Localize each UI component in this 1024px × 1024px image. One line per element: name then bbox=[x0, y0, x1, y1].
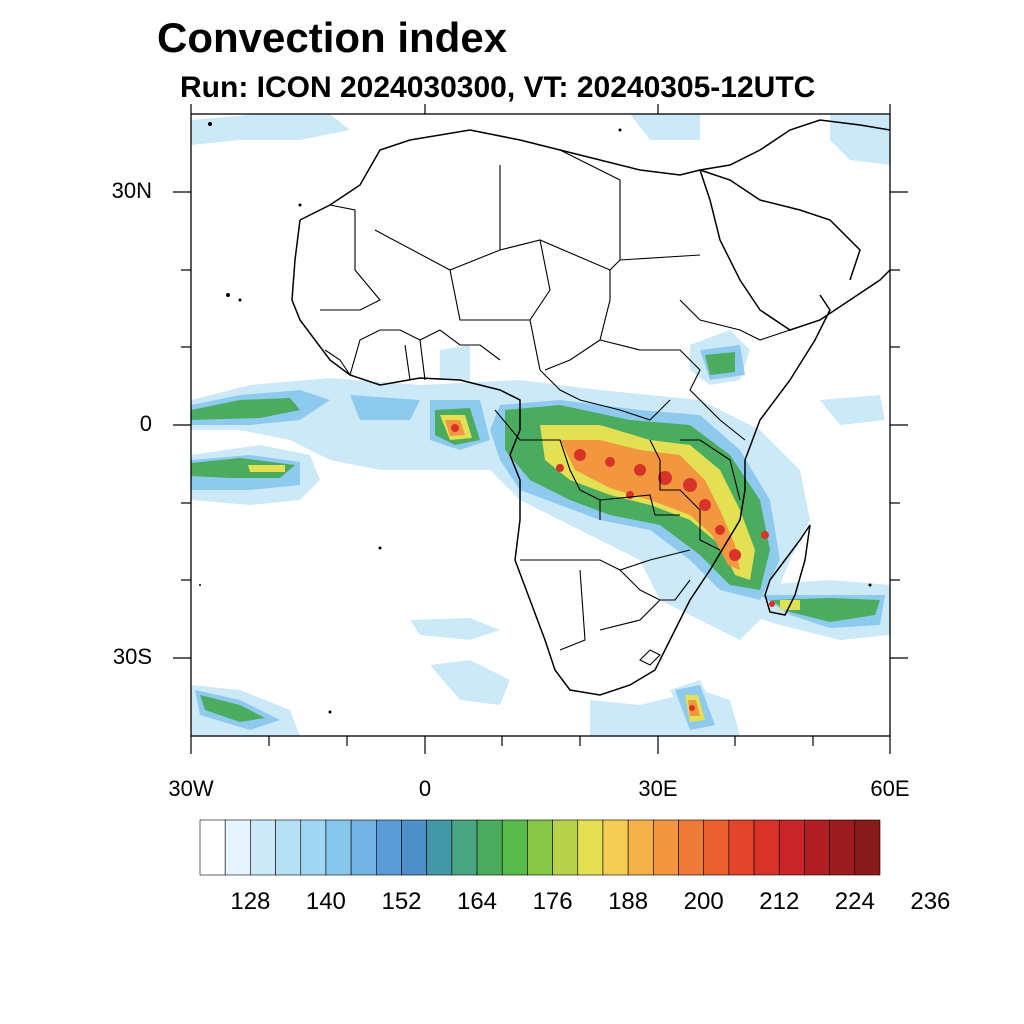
colorbar-swatch bbox=[275, 819, 302, 876]
x-tick-label-0: 0 bbox=[418, 776, 432, 801]
colorbar-swatch bbox=[300, 819, 327, 876]
colorbar-swatch bbox=[678, 819, 705, 876]
colorbar-swatch bbox=[426, 819, 453, 876]
colorbar-swatch bbox=[250, 819, 276, 876]
colorbar bbox=[199, 819, 881, 876]
colorbar-swatch bbox=[224, 819, 251, 876]
colorbar-tick-label: 188 bbox=[608, 888, 649, 915]
colorbar-swatch bbox=[552, 819, 579, 876]
colorbar-swatch bbox=[703, 819, 730, 876]
colorbar-swatch bbox=[501, 819, 528, 876]
colorbar-swatch bbox=[527, 819, 553, 876]
page-title: Convection index bbox=[157, 14, 508, 61]
x-tick-label-30e: 30E bbox=[638, 776, 678, 801]
colorbar-tick-label: 212 bbox=[759, 888, 800, 915]
x-tick-label-60e: 60E bbox=[870, 776, 910, 801]
colorbar-swatch bbox=[627, 819, 654, 876]
convection-field bbox=[191, 114, 890, 736]
colorbar-swatch bbox=[778, 819, 805, 876]
colorbar-swatch bbox=[577, 819, 604, 876]
colorbar-swatch bbox=[325, 819, 352, 876]
colorbar-tick-label: 164 bbox=[456, 888, 498, 915]
colorbar-swatch bbox=[199, 819, 226, 876]
small-islands bbox=[199, 122, 872, 714]
colorbar-tick-label: 200 bbox=[683, 888, 724, 915]
y-tick-label-30s: 30S bbox=[112, 644, 152, 669]
colorbar-swatch bbox=[451, 819, 478, 876]
colorbar-tick-label: 140 bbox=[305, 888, 346, 915]
colorbar-swatch bbox=[350, 819, 377, 876]
colorbar-swatch bbox=[401, 819, 427, 876]
axis-ticks bbox=[173, 104, 908, 754]
colorbar-swatch bbox=[653, 819, 679, 876]
y-tick-label-0: 0 bbox=[139, 411, 152, 436]
colorbar-swatch bbox=[753, 819, 780, 876]
country-borders bbox=[320, 149, 791, 666]
colorbar-tick-label: 176 bbox=[532, 888, 573, 915]
colorbar-swatch bbox=[854, 819, 881, 876]
colorbar-tick-label: 236 bbox=[910, 888, 951, 915]
colorbar-tick-label: 128 bbox=[230, 888, 271, 915]
colorbar-swatch bbox=[804, 819, 830, 876]
colorbar-tick-label: 224 bbox=[834, 888, 875, 915]
page-subtitle: Run: ICON 2024030300, VT: 20240305-12UTC bbox=[180, 71, 816, 104]
x-tick-label-30w: 30W bbox=[168, 776, 214, 801]
colorbar-swatch bbox=[476, 819, 503, 876]
colorbar-tick-label: 152 bbox=[381, 888, 422, 915]
colorbar-swatch bbox=[728, 819, 755, 876]
colorbar-swatch bbox=[375, 819, 402, 876]
coastlines bbox=[291, 119, 890, 696]
y-tick-label-30n: 30N bbox=[111, 178, 152, 203]
colorbar-swatch bbox=[602, 819, 629, 876]
colorbar-swatch bbox=[829, 819, 856, 876]
